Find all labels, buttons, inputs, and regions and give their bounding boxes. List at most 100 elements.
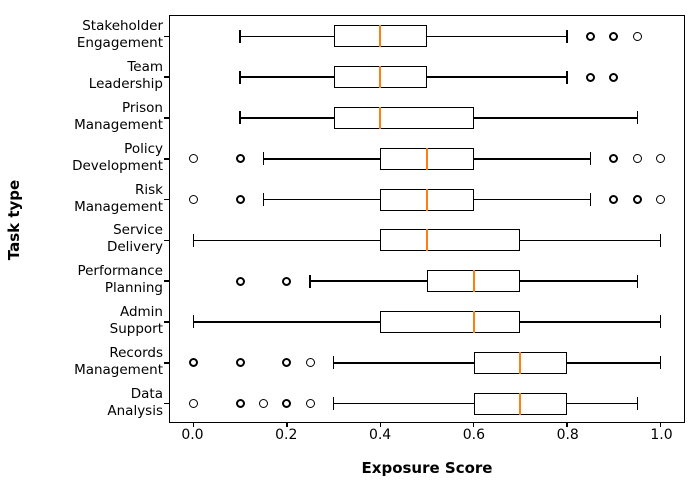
whisker-high-cap: [636, 397, 639, 411]
x-tick-label: 1.0: [650, 427, 673, 443]
whisker-low-cap: [239, 70, 241, 84]
category-label: Service Delivery: [106, 222, 163, 256]
outlier-point: [282, 276, 292, 286]
outlier-point: [632, 31, 642, 41]
box-row: [163, 16, 684, 57]
whisker-high-line: [473, 158, 591, 160]
whisker-low-cap: [192, 233, 195, 247]
outlier-point: [305, 358, 315, 368]
whisker-low-cap: [262, 152, 265, 166]
y-tick-mark: [163, 321, 169, 323]
outlier-point: [609, 72, 619, 82]
x-tick-label: 0.0: [181, 427, 204, 443]
y-tick-mark: [163, 76, 169, 78]
iqr-box: [380, 310, 521, 333]
median-line: [472, 270, 475, 293]
y-tick-mark: [163, 198, 169, 201]
whisker-low-cap: [332, 356, 335, 370]
median-line: [472, 310, 475, 333]
median-line: [426, 188, 428, 211]
whisker-low-line: [333, 402, 474, 405]
category-label: Records Management: [74, 344, 163, 378]
box-row: [163, 179, 684, 220]
whisker-low-cap: [309, 274, 311, 288]
outlier-point: [632, 154, 642, 164]
y-tick-mark: [163, 158, 169, 160]
median-line: [379, 106, 382, 129]
outlier-point: [305, 399, 315, 409]
outlier-point: [258, 399, 268, 409]
x-tick-label: 0.6: [462, 427, 486, 443]
outlier-point: [188, 154, 198, 164]
whisker-high-cap: [566, 70, 568, 84]
y-tick-mark: [163, 35, 169, 38]
outlier-point: [235, 154, 245, 164]
box-row: [163, 302, 684, 343]
category-label: Risk Management: [74, 181, 163, 215]
whisker-low-line: [193, 239, 381, 242]
whisker-high-line: [427, 76, 568, 78]
outlier-point: [282, 399, 292, 409]
whisker-high-line: [567, 402, 638, 405]
iqr-box: [333, 106, 474, 129]
outlier-point: [586, 31, 596, 41]
outlier-point: [609, 154, 619, 164]
category-label: Team Leadership: [88, 59, 163, 93]
whisker-low-cap: [262, 193, 265, 207]
x-tick-mark: [659, 422, 662, 427]
x-tick-mark: [286, 422, 288, 427]
outlier-point: [188, 195, 198, 205]
whisker-low-cap: [332, 397, 335, 411]
y-tick-mark: [163, 280, 169, 282]
outlier-point: [656, 154, 666, 164]
outlier-point: [632, 195, 642, 205]
median-line: [379, 25, 382, 48]
median-line: [519, 392, 522, 415]
x-tick-mark: [192, 422, 195, 427]
y-tick-mark: [163, 239, 169, 242]
outlier-point: [188, 399, 198, 409]
whisker-high-cap: [566, 29, 568, 43]
box-row: [163, 57, 684, 98]
category-label: Performance Planning: [77, 263, 163, 297]
plot-area: [163, 15, 685, 427]
category-label: Prison Management: [74, 100, 163, 133]
whisker-low-line: [263, 198, 381, 201]
outlier-point: [609, 31, 619, 41]
x-tick-mark: [472, 422, 475, 427]
whisker-high-line: [567, 362, 661, 364]
box-row: [163, 261, 684, 302]
outlier-point: [235, 399, 245, 409]
whisker-high-cap: [659, 315, 662, 329]
whisker-high-cap: [636, 111, 639, 125]
whisker-low-line: [193, 321, 381, 323]
x-axis-title: Exposure Score: [361, 459, 493, 477]
box-row: [163, 98, 684, 139]
x-tick-label: 0.2: [275, 427, 298, 443]
median-line: [379, 66, 382, 89]
outlier-point: [609, 195, 619, 205]
box-row: [163, 383, 684, 424]
whisker-high-cap: [659, 356, 662, 370]
whisker-high-line: [520, 280, 638, 282]
outlier-point: [656, 195, 666, 205]
whisker-high-cap: [589, 193, 592, 207]
x-tick-mark: [566, 422, 568, 427]
y-tick-mark: [163, 362, 169, 364]
x-tick-mark: [379, 422, 382, 427]
box-row: [163, 342, 684, 383]
whisker-low-cap: [192, 315, 195, 329]
whisker-low-line: [240, 35, 334, 38]
whisker-low-line: [333, 362, 474, 364]
whisker-high-line: [520, 321, 661, 323]
y-tick-mark: [163, 402, 169, 405]
median-line: [519, 351, 522, 374]
whisker-low-line: [263, 158, 381, 160]
whisker-low-cap: [239, 29, 241, 43]
x-tick-label: 0.4: [368, 427, 392, 443]
outlier-point: [235, 276, 245, 286]
category-label: Admin Support: [109, 304, 163, 337]
whisker-high-line: [473, 198, 591, 201]
whisker-high-line: [473, 117, 638, 119]
outlier-point: [235, 195, 245, 205]
